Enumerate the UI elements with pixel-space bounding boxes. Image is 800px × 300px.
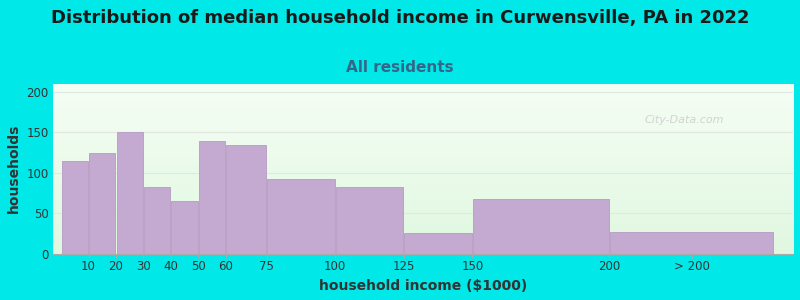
Text: City-Data.com: City-Data.com: [645, 115, 725, 124]
Bar: [144, 187, 170, 254]
Bar: [90, 153, 115, 253]
Y-axis label: households: households: [7, 124, 21, 214]
Bar: [62, 161, 88, 254]
Bar: [171, 201, 198, 253]
Bar: [405, 233, 472, 254]
Bar: [473, 199, 609, 254]
X-axis label: household income ($1000): household income ($1000): [319, 279, 527, 293]
Text: Distribution of median household income in Curwensville, PA in 2022: Distribution of median household income …: [50, 9, 750, 27]
Text: All residents: All residents: [346, 60, 454, 75]
Bar: [199, 140, 225, 254]
Bar: [267, 179, 334, 254]
Bar: [226, 145, 266, 254]
Bar: [117, 132, 142, 254]
Bar: [336, 187, 403, 254]
Bar: [610, 232, 773, 254]
